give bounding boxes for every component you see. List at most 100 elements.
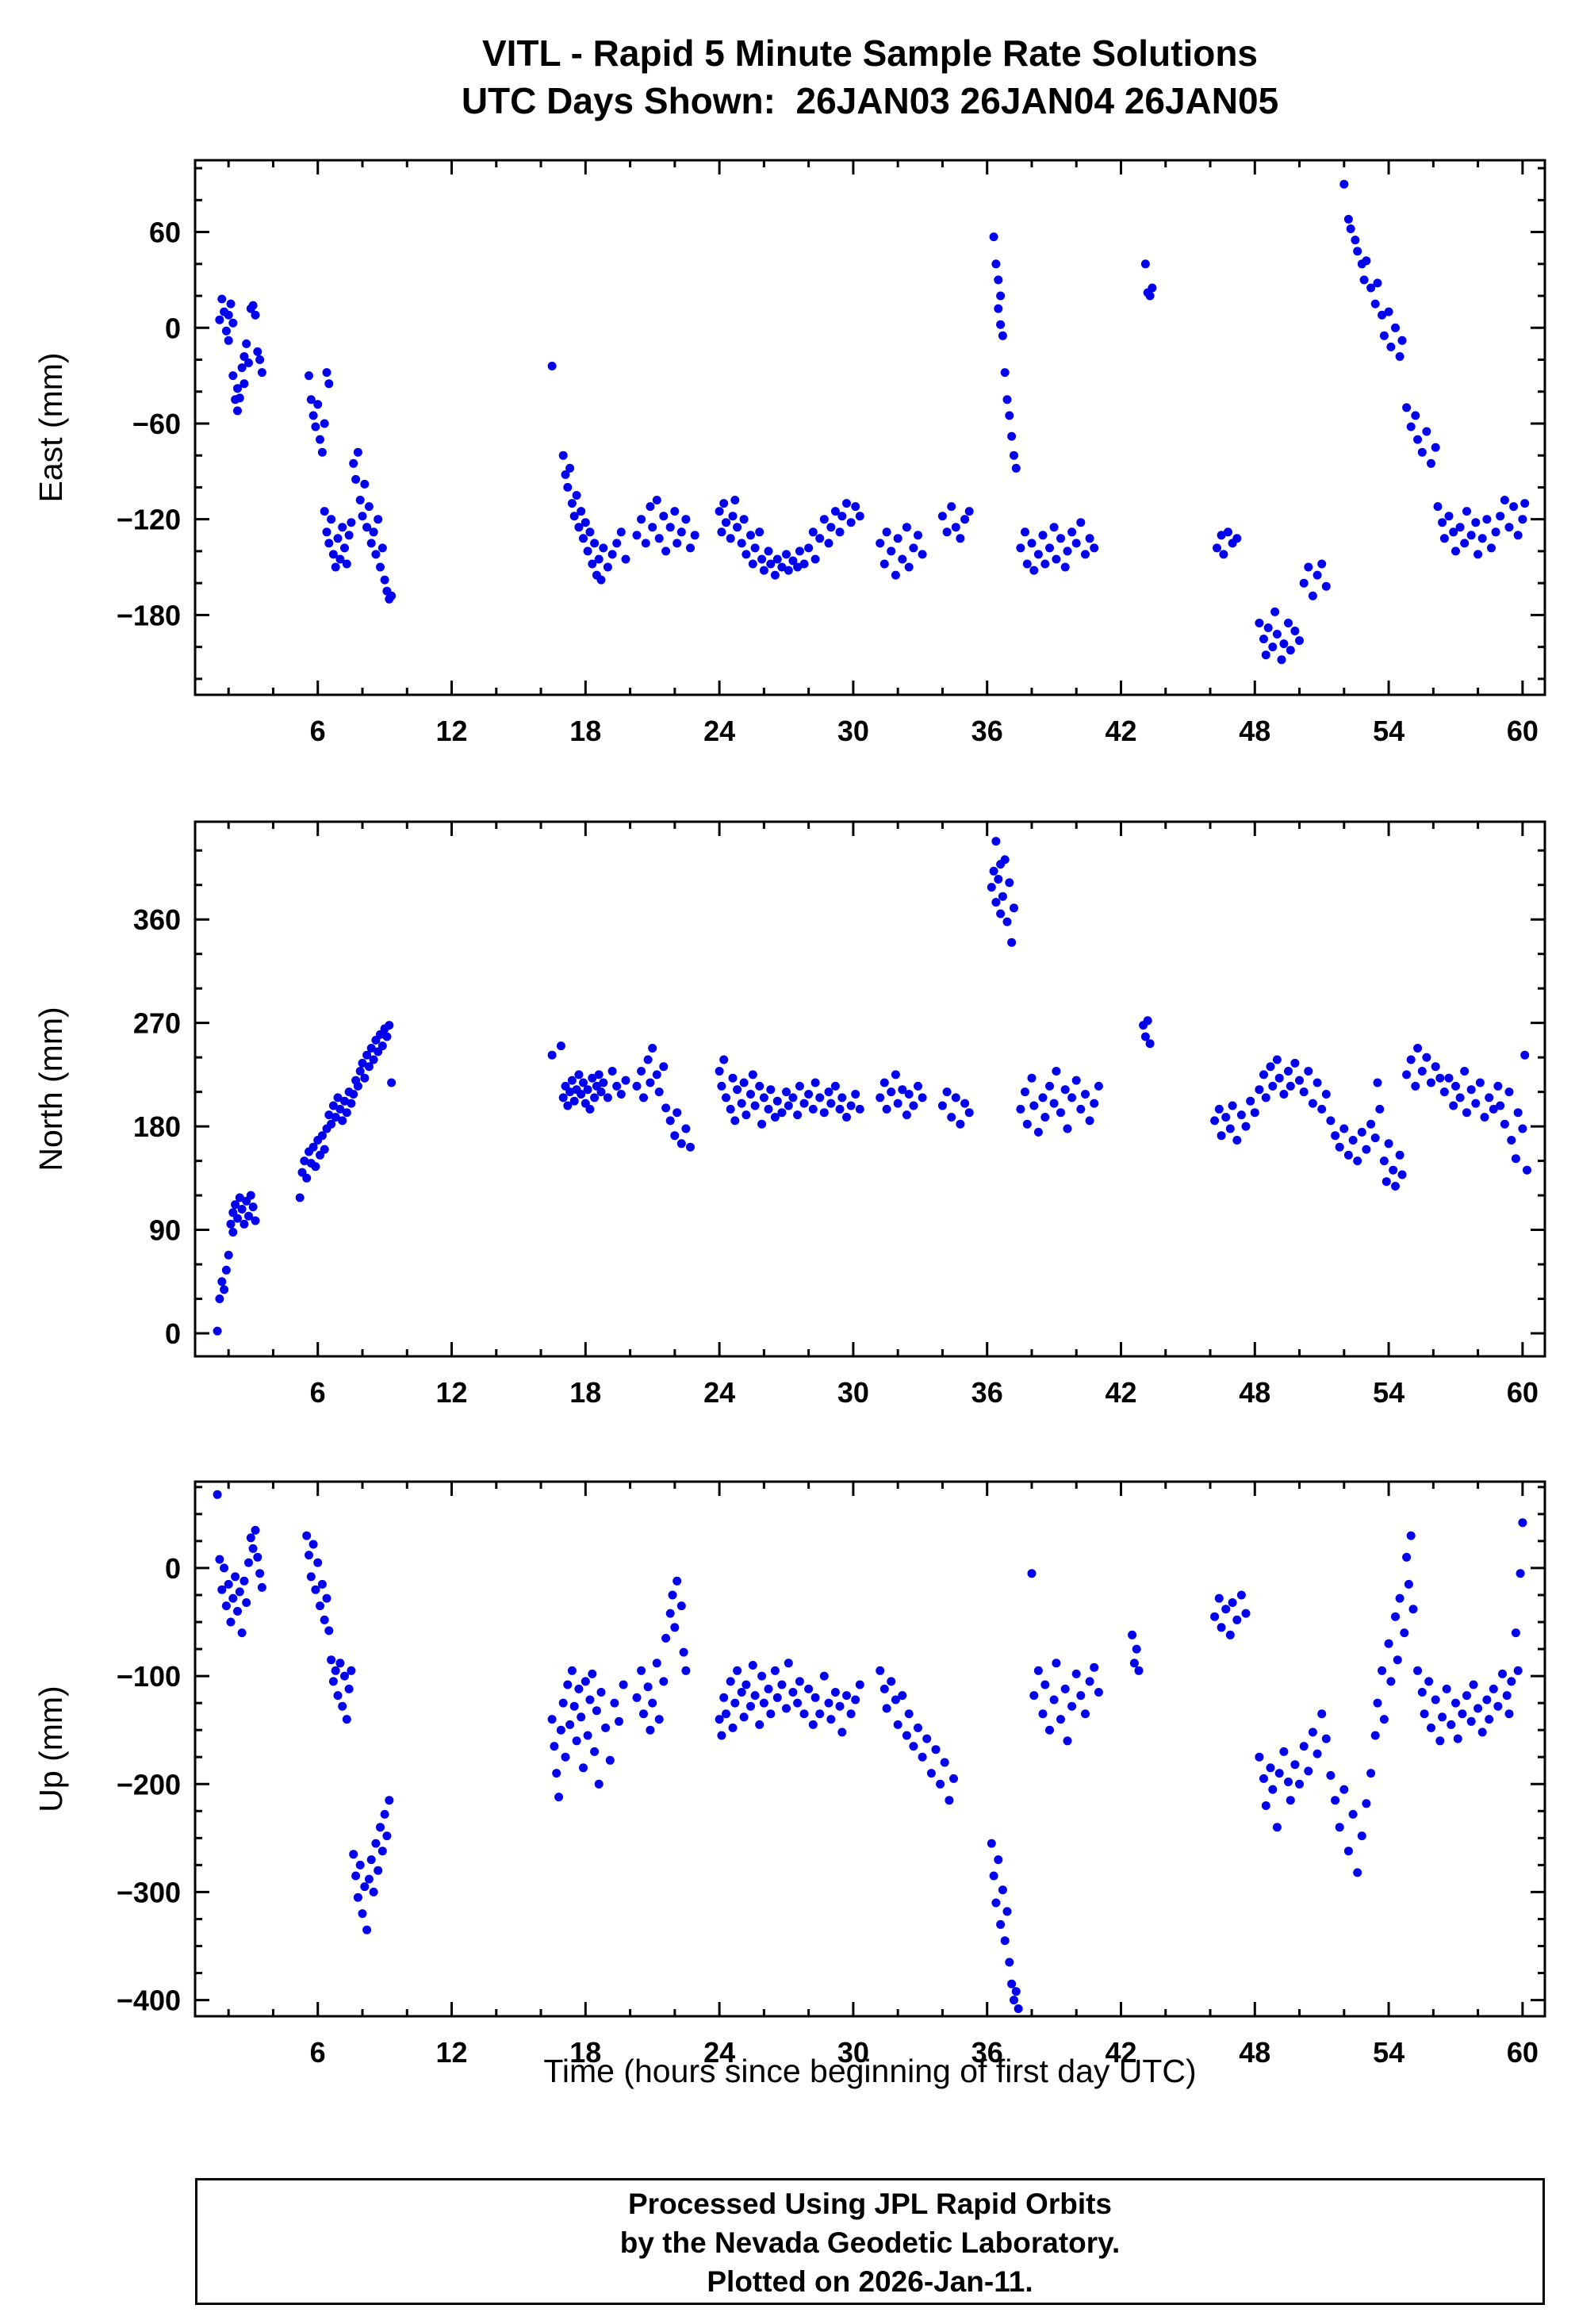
data-point: [1353, 1156, 1362, 1166]
data-point: [362, 523, 372, 532]
data-point: [799, 559, 809, 569]
data-point: [1466, 1716, 1476, 1726]
data-point: [596, 1087, 606, 1097]
data-point: [1444, 512, 1454, 521]
x-tick-label: 54: [1373, 1376, 1404, 1409]
data-point: [1129, 1659, 1139, 1668]
data-point: [668, 1590, 677, 1600]
data-point: [937, 512, 947, 521]
data-point: [324, 539, 334, 548]
data-point: [1520, 499, 1530, 508]
data-point: [810, 1693, 820, 1702]
data-point: [351, 474, 361, 484]
data-point: [344, 1684, 354, 1693]
data-point: [1462, 1691, 1471, 1701]
data-point: [1370, 299, 1380, 309]
data-point: [1397, 1170, 1407, 1179]
data-point: [879, 1078, 889, 1087]
data-point: [340, 1671, 349, 1681]
data-point: [355, 496, 365, 504]
data-point: [730, 1698, 740, 1708]
data-point: [594, 1070, 604, 1080]
data-point: [639, 1093, 648, 1103]
data-point: [583, 1085, 592, 1095]
data-point: [1210, 1612, 1220, 1621]
data-point: [1022, 559, 1032, 569]
data-point: [1232, 534, 1242, 543]
data-point: [1286, 646, 1295, 655]
data-point: [1312, 1749, 1322, 1758]
data-point: [1513, 531, 1523, 540]
data-point: [1509, 502, 1519, 512]
data-point: [1038, 1709, 1048, 1719]
data-point: [1473, 1704, 1483, 1713]
data-point: [1482, 1695, 1492, 1705]
data-point: [835, 1701, 845, 1711]
data-point: [237, 1628, 247, 1638]
data-point: [830, 1081, 840, 1091]
x-tick-label: 48: [1239, 1376, 1270, 1409]
data-point: [1439, 1087, 1449, 1097]
data-point: [1511, 1628, 1520, 1638]
data-point: [1081, 1709, 1090, 1719]
data-point: [891, 570, 900, 580]
data-point: [637, 1666, 646, 1675]
data-point: [253, 1552, 262, 1562]
data-point: [295, 1193, 305, 1202]
data-point: [1518, 1124, 1527, 1133]
data-point: [643, 1055, 653, 1064]
data-point: [1002, 395, 1012, 405]
footer-line3: Plotted on 2026-Jan-11.: [707, 2265, 1033, 2298]
data-point: [588, 1073, 597, 1083]
data-point: [1038, 1093, 1048, 1103]
data-point: [835, 1104, 845, 1114]
data-point: [909, 543, 918, 553]
data-point: [1397, 336, 1407, 345]
data-point: [305, 371, 313, 381]
data-point: [1040, 1113, 1050, 1122]
data-point: [654, 1715, 664, 1724]
data-point: [547, 1050, 557, 1060]
data-point: [1391, 1612, 1400, 1621]
data-point: [616, 527, 626, 537]
x-tick-label: 12: [435, 1376, 467, 1409]
data-point: [320, 507, 329, 516]
x-tick-label: 12: [435, 715, 467, 747]
data-point: [1241, 1609, 1251, 1618]
data-point: [569, 1701, 579, 1711]
data-point: [1217, 1623, 1226, 1632]
x-tick-label: 24: [703, 715, 735, 747]
data-point: [1132, 1644, 1141, 1654]
data-point: [574, 523, 584, 532]
data-point: [1295, 1076, 1304, 1085]
data-point: [1413, 1666, 1423, 1675]
data-point: [1326, 1116, 1335, 1126]
data-point: [717, 527, 726, 537]
data-point: [621, 554, 630, 564]
data-point: [1473, 550, 1483, 559]
data-point: [742, 1680, 751, 1689]
data-point: [355, 1067, 365, 1076]
data-point: [1228, 1101, 1237, 1110]
data-point: [951, 523, 960, 532]
data-point: [1022, 1119, 1032, 1129]
data-point: [349, 1850, 358, 1859]
data-point: [1308, 1099, 1317, 1108]
data-point: [233, 406, 242, 416]
data-point: [1279, 639, 1289, 649]
data-point: [1016, 1104, 1025, 1114]
data-point: [567, 1076, 577, 1085]
data-point: [641, 539, 650, 548]
data-point: [991, 898, 1001, 907]
data-point: [1011, 1987, 1021, 1996]
data-point: [826, 1099, 836, 1108]
chart-title: VITL - Rapid 5 Minute Sample Rate Soluti…: [481, 33, 1259, 74]
data-point: [1304, 1067, 1313, 1076]
data-point: [670, 507, 680, 516]
data-point: [358, 512, 367, 521]
data-point: [217, 294, 227, 304]
data-point: [1422, 1053, 1431, 1062]
data-point: [327, 1655, 336, 1665]
data-point: [755, 1081, 765, 1091]
data-point: [561, 470, 570, 479]
